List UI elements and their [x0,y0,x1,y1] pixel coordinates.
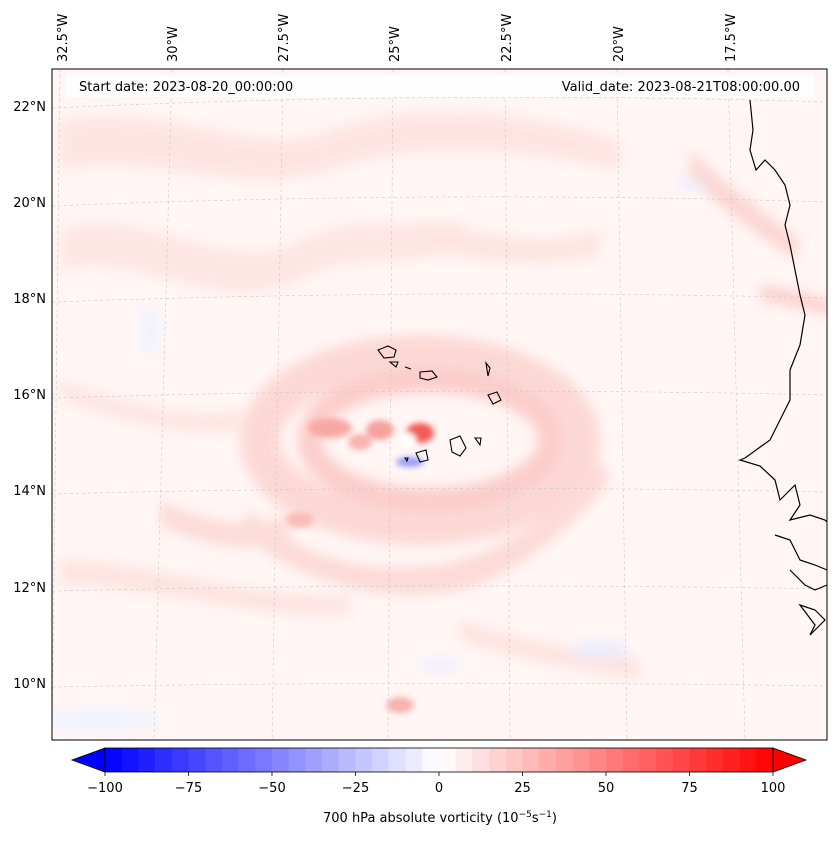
lon-label-32-5w: 32.5°W [56,14,71,62]
colorbar-cell [288,748,306,772]
date-label-box [66,75,814,97]
colorbar-cell [522,748,540,772]
colorbar-cell [255,748,273,772]
colorbar-cell [105,748,122,772]
colorbar-cell [155,748,173,772]
lat-label-20n: 20°N [13,196,46,211]
colorbar-extend-max [772,747,808,773]
colorbar-cell [489,748,507,772]
colorbar-cell [372,748,390,772]
colorbar-extend-min [70,747,106,773]
colorbar-cell [205,748,223,772]
colorbar-cell [555,748,573,772]
lat-label-22n: 22°N [13,100,46,115]
colorbar-cell [305,748,323,772]
colorbar-cell [572,748,590,772]
colorbar-cell [505,748,523,772]
map-frame [51,68,828,741]
colorbar-cell [455,748,473,772]
colorbar-cell [622,748,640,772]
colorbar-cell [272,748,289,772]
colorbar-ticks: −100 −75 −50 −25 0 25 50 75 100 [87,772,785,796]
colorbar-cell [238,748,256,772]
colorbar-cell [739,748,757,772]
latitude-labels: 22°N 20°N 18°N 16°N 14°N 12°N 10°N [13,100,46,692]
colorbar-cell [689,748,707,772]
colorbar-cell [121,748,139,772]
longitude-labels: 32.5°W 30°W 27.5°W 25°W 22.5°W 20°W 17.5… [56,14,739,62]
colorbar-cells [105,748,774,772]
lon-label-22-5w: 22.5°W [500,14,515,62]
colorbar-cell [422,748,440,772]
colorbar-tick-label: −100 [87,781,123,796]
colorbar-tick-label: −75 [175,781,202,796]
colorbar-tick-label: −50 [258,781,285,796]
map-panel: Start date: 2023-08-20_00:00:00 Valid_da… [51,68,828,741]
colorbar-cell [672,748,690,772]
colorbar-cell [722,748,740,772]
colorbar-tick-label: 50 [598,781,615,796]
colorbar-tick-label: 75 [681,781,698,796]
lat-label-12n: 12°N [13,581,46,596]
colorbar-cell [439,748,456,772]
vorticity-field [52,69,827,740]
lat-label-18n: 18°N [13,292,46,307]
colorbar-cell [221,748,239,772]
gridlines [52,69,827,740]
colorbar-label: 700 hPa absolute vorticity (10−5s−1) [323,810,557,826]
colorbar-cell [706,748,724,772]
lon-label-17-5w: 17.5°W [724,14,739,62]
colorbar-tick-label: 25 [514,781,531,796]
colorbar-cell [138,748,156,772]
colorbar-cell [539,748,557,772]
cape-verde-islands [377,345,502,463]
colorbar-tick-label: −25 [342,781,369,796]
colorbar-cell [405,748,423,772]
colorbar-cell [756,748,774,772]
colorbar-cell [589,748,607,772]
start-date-label: Start date: 2023-08-20_00:00:00 [79,80,293,95]
colorbar-cell [188,748,206,772]
coastline [738,99,827,636]
colorbar-cell [606,748,623,772]
colorbar-tick-label: 0 [435,781,443,796]
valid-date-label: Valid_date: 2023-08-21T08:00:00.00 [562,80,800,95]
colorbar-cell [322,748,340,772]
colorbar-cell [355,748,373,772]
lat-label-10n: 10°N [13,677,46,692]
lon-label-27-5w: 27.5°W [277,14,292,62]
colorbar-cell [639,748,657,772]
lat-label-16n: 16°N [13,388,46,403]
colorbar-cell [656,748,674,772]
colorbar-cell [171,748,189,772]
lon-label-20w: 20°W [612,26,627,62]
colorbar-cell [338,748,356,772]
colorbar-tick-label: 100 [761,781,786,796]
colorbar-cell [388,748,406,772]
lon-label-25w: 25°W [388,26,403,62]
colorbar-cell [472,748,490,772]
lon-label-30w: 30°W [166,26,181,62]
colorbar: −100 −75 −50 −25 0 25 50 75 100 700 hPa absolute… [70,747,808,826]
lat-label-14n: 14°N [13,484,46,499]
